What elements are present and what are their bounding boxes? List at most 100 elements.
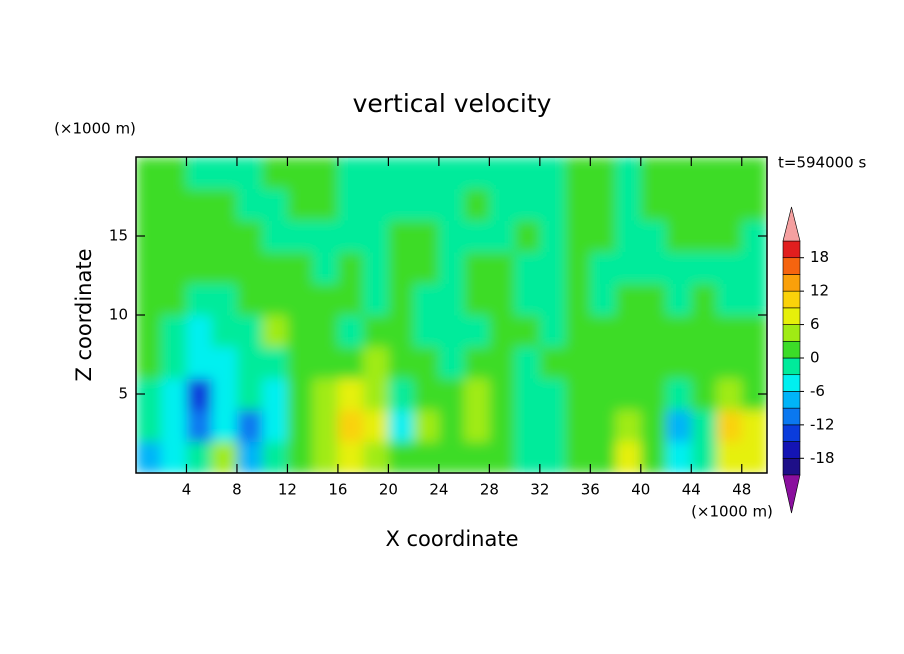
field-cell [666, 188, 692, 221]
y-axis-label: Z coordinate [72, 248, 96, 381]
field-cell [312, 409, 339, 442]
field-cell [337, 409, 364, 442]
field-cell [337, 220, 364, 253]
colorbar-tick-label: 12 [810, 282, 829, 300]
field-cell [565, 283, 591, 316]
plot-area [136, 157, 767, 473]
field-cell [337, 283, 364, 316]
field-cell [615, 378, 642, 411]
x-tick-label: 16 [328, 481, 347, 499]
field-cell [464, 157, 490, 190]
field-cell [388, 283, 415, 316]
field-cell [741, 188, 767, 221]
field-cell [640, 409, 667, 442]
field-cell [514, 346, 541, 379]
field-cell [691, 188, 718, 221]
field-cell [136, 283, 162, 316]
field-cell [211, 378, 238, 411]
field-cell [640, 220, 667, 253]
field-cell [413, 378, 440, 411]
field-cell [287, 283, 314, 316]
field-cell [539, 283, 566, 316]
field-cell [565, 441, 591, 473]
field-cell [666, 346, 692, 379]
field-cell [388, 251, 415, 284]
x-tick-label: 12 [278, 481, 297, 499]
field-cell [312, 220, 339, 253]
colorbar: -18 -12 -6 0 6 12 18 [782, 206, 835, 514]
field-cell [691, 346, 718, 379]
field-cell [590, 441, 617, 473]
field-cell [388, 441, 415, 473]
field-cell [262, 378, 288, 411]
field-cell [615, 283, 642, 316]
field-cell [337, 157, 364, 190]
y-tick-label: 5 [118, 385, 128, 403]
field-cell [691, 283, 718, 316]
field-cell [337, 346, 364, 379]
field-cell [464, 283, 490, 316]
field-cell [136, 315, 162, 348]
field-cell [363, 346, 389, 379]
field-cell [211, 409, 238, 442]
x-tick-label: 8 [232, 481, 242, 499]
field-cell [337, 441, 364, 473]
field-cell [615, 157, 642, 190]
field-cell [615, 315, 642, 348]
field-cell [539, 157, 566, 190]
field-cell [590, 409, 617, 442]
field-cell [438, 283, 465, 316]
field-cell [640, 346, 667, 379]
field-cell [666, 283, 692, 316]
colorbar-box [782, 340, 801, 359]
field-cell [640, 188, 667, 221]
field-cell [539, 315, 566, 348]
field-cell [565, 220, 591, 253]
field-cell [741, 409, 767, 442]
field-cell [514, 409, 541, 442]
field-cell [590, 188, 617, 221]
field-cell [287, 378, 314, 411]
field-cell [262, 220, 288, 253]
field-cell [590, 220, 617, 253]
field-cell [666, 378, 692, 411]
field-cell [464, 188, 490, 221]
field-cell [666, 251, 692, 284]
colorbar-tick-label: -18 [810, 449, 835, 467]
field-cell [287, 188, 314, 221]
field-cell [236, 346, 263, 379]
field-cell [161, 346, 187, 379]
field-cell [640, 378, 667, 411]
field-cell [413, 157, 440, 190]
field-cell [388, 409, 415, 442]
field-cell [363, 220, 389, 253]
field-cell [741, 346, 767, 379]
field-cell [186, 378, 213, 411]
field-cell [514, 188, 541, 221]
field-cell [312, 315, 339, 348]
x-tick-label: 32 [530, 481, 549, 499]
field-cell [161, 315, 187, 348]
field-cell [388, 188, 415, 221]
field-cell [312, 188, 339, 221]
field-cell [312, 346, 339, 379]
field-cell [262, 409, 288, 442]
field-cell [413, 315, 440, 348]
colorbar-tick-label: 6 [810, 315, 820, 333]
field-cell [388, 157, 415, 190]
colorbar-arrow-low [782, 474, 801, 514]
field-cell [489, 409, 516, 442]
field-cell [489, 346, 516, 379]
field-cell [464, 409, 490, 442]
field-cell [691, 441, 718, 473]
x-unit: (×1000 m) [691, 503, 773, 521]
field-cell [640, 315, 667, 348]
field-cell [236, 188, 263, 221]
field-cell [186, 157, 213, 190]
field-cell [716, 157, 743, 190]
field-cell [489, 157, 516, 190]
x-tick-label: 36 [581, 481, 600, 499]
field-cell [615, 441, 642, 473]
field-cell [590, 251, 617, 284]
